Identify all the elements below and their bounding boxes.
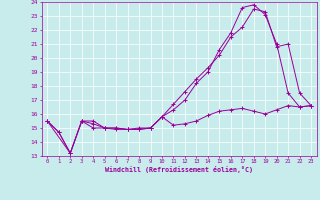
X-axis label: Windchill (Refroidissement éolien,°C): Windchill (Refroidissement éolien,°C) — [105, 166, 253, 173]
